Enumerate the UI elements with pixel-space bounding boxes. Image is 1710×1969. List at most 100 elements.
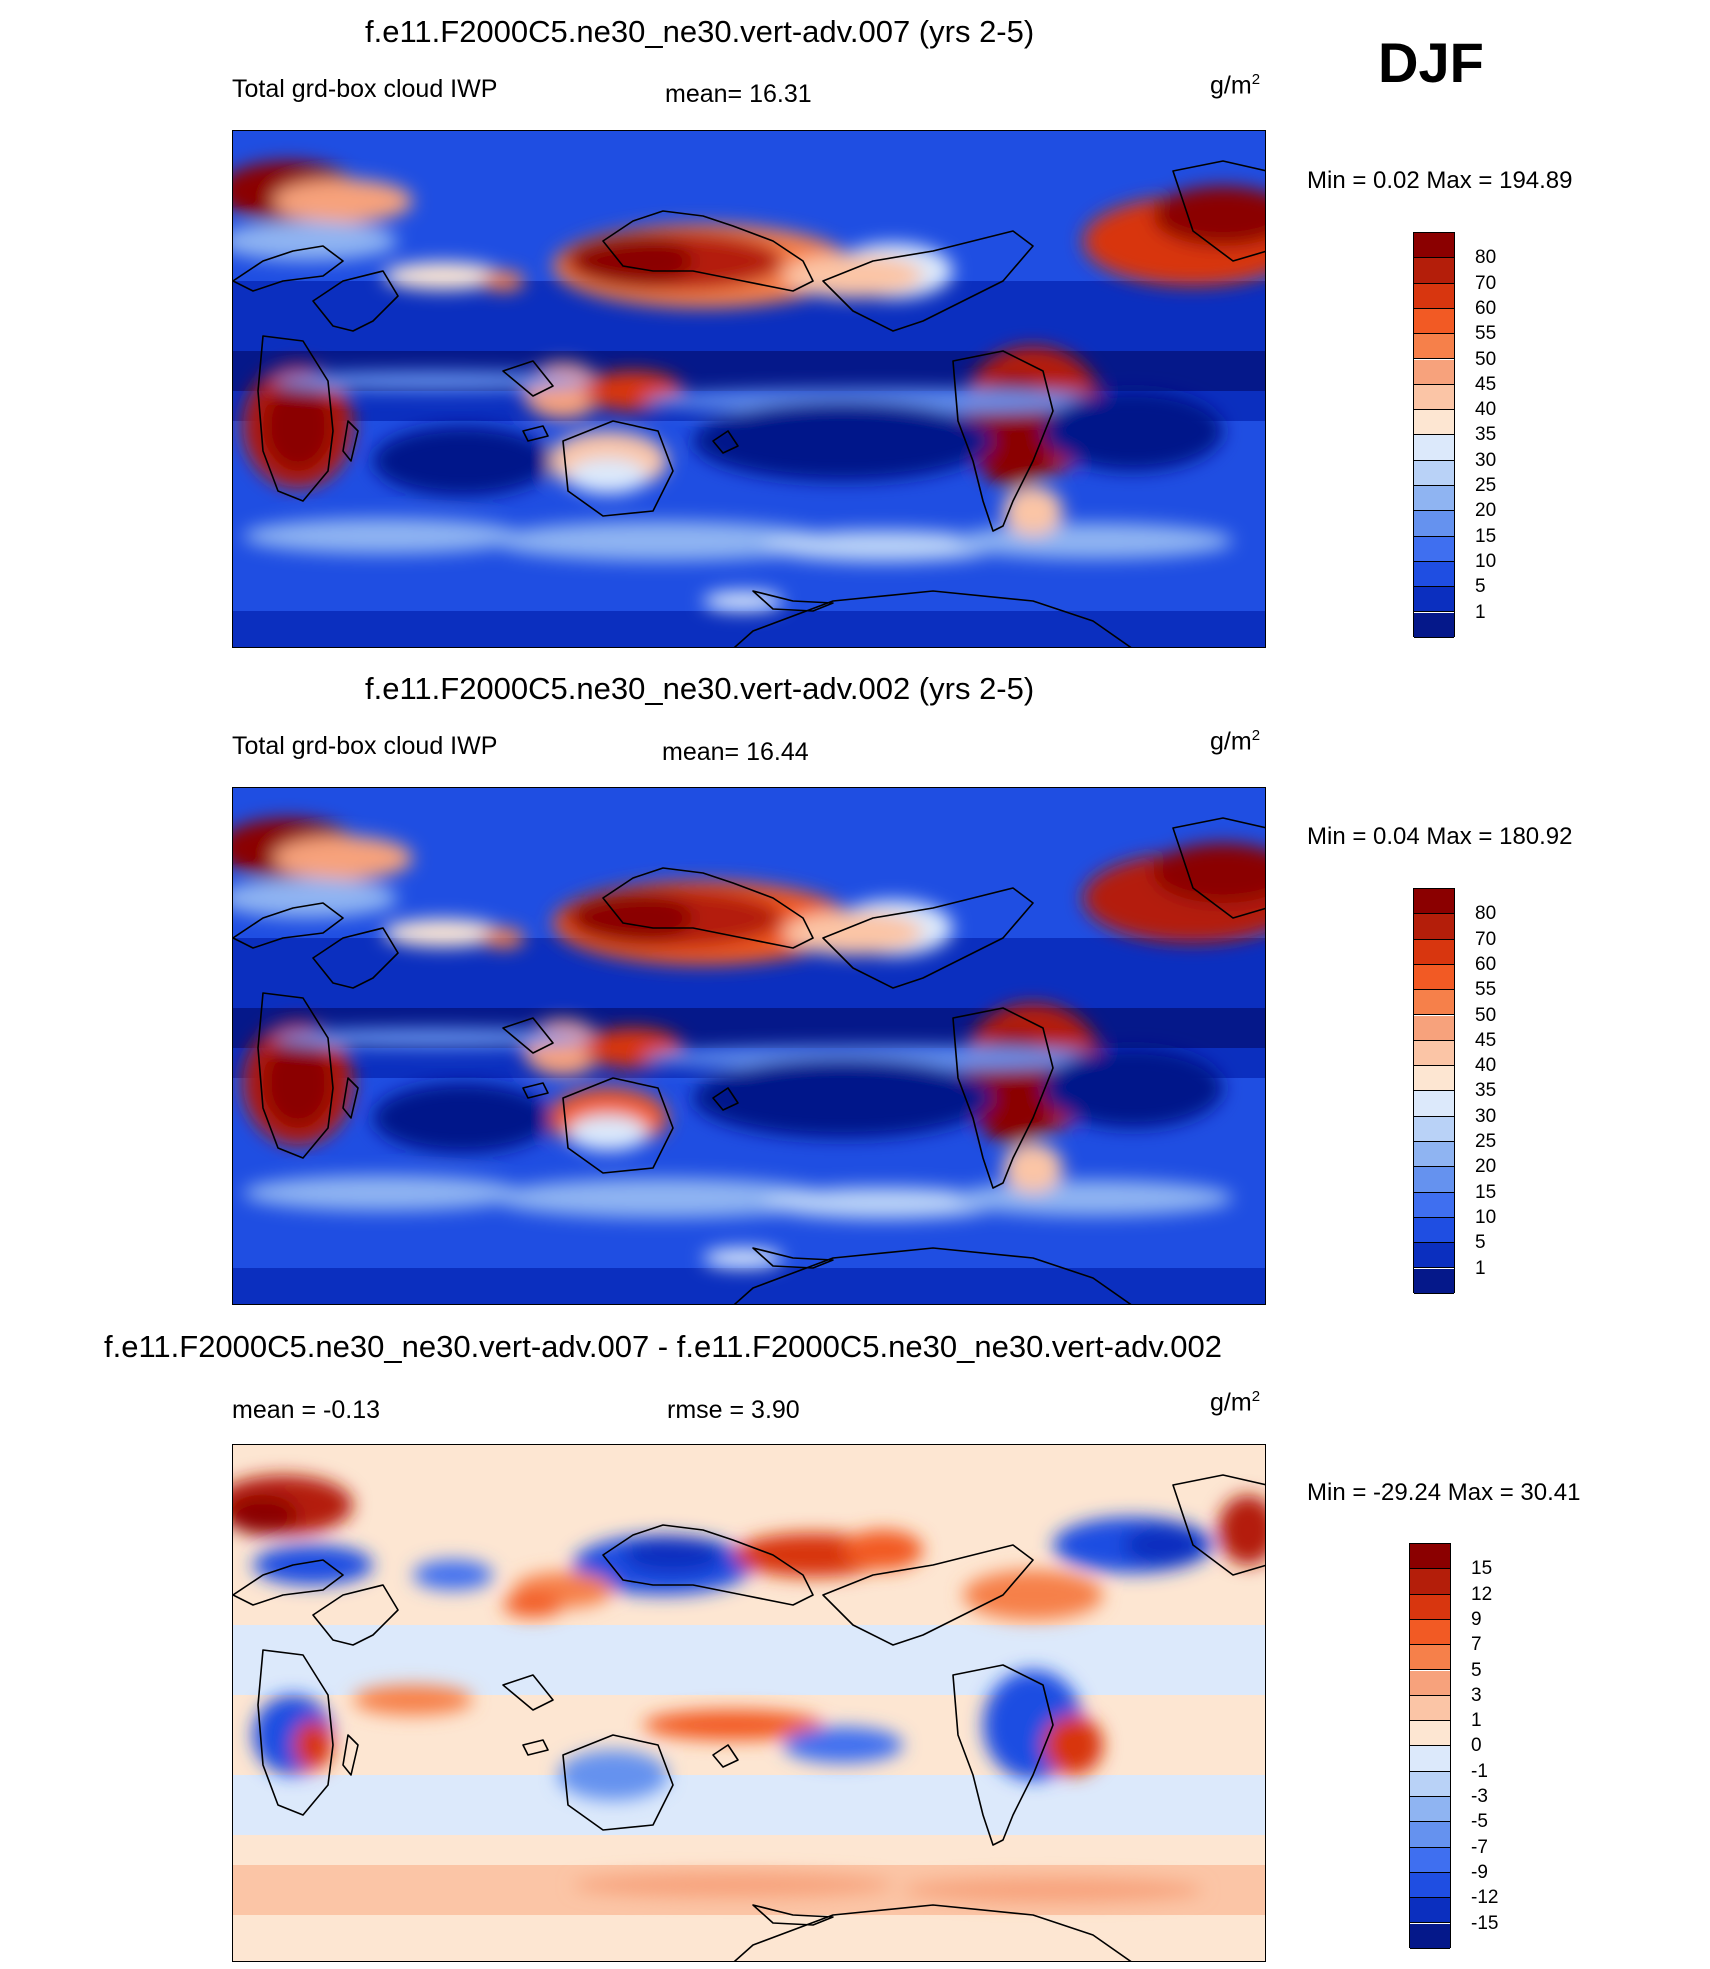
panel3-map: [232, 1444, 1266, 1962]
field-blob: [353, 1685, 473, 1715]
coastline: [522, 425, 549, 442]
field-blob: [573, 892, 693, 944]
coastline: [602, 1524, 814, 1606]
coastline: [822, 887, 1034, 989]
field-blob: [373, 1083, 553, 1153]
colorbar-tick-label: -5: [1471, 1811, 1488, 1833]
field-band-polar: [233, 1268, 1265, 1304]
coastline: [733, 590, 1132, 647]
field-layer: [233, 161, 1265, 611]
field-blob: [1123, 1525, 1203, 1565]
panel3-units: g/m2: [1210, 1389, 1260, 1415]
field-blob: [481, 928, 525, 948]
colorbar-swatch: [1414, 1116, 1454, 1142]
colorbar-swatch: [1414, 1015, 1454, 1041]
field-blob: [903, 1878, 1203, 1902]
colorbar-tick-label: 12: [1471, 1583, 1493, 1605]
coastline: [522, 1739, 549, 1756]
colorbar-tick-label: 1: [1471, 1710, 1482, 1732]
colorbar-swatch: [1414, 889, 1454, 915]
colorbar-swatch: [1414, 308, 1454, 335]
colorbar-tick-label: 80: [1475, 903, 1497, 925]
coastline: [733, 1904, 1132, 1961]
field-blob: [703, 591, 783, 611]
coastline: [602, 210, 814, 292]
colorbar-tick-label: 5: [1471, 1659, 1482, 1681]
colorbar-tick-label: 25: [1475, 475, 1497, 496]
colorbar-swatch: [1414, 359, 1454, 385]
colorbar-swatch: [1410, 1594, 1450, 1620]
colorbar-swatch: [1414, 1167, 1454, 1193]
season-label: DJF: [1378, 31, 1484, 94]
colorbar-tick-label: -7: [1471, 1836, 1488, 1858]
coastline: [822, 1544, 1034, 1646]
coastline: [952, 1664, 1054, 1846]
coastline: [752, 590, 834, 612]
coastline: [733, 1247, 1132, 1304]
colorbar-swatch: [1410, 1645, 1450, 1671]
coastline: [752, 1247, 834, 1269]
panel1-map: [232, 130, 1266, 648]
coastline: [312, 927, 399, 989]
panel2-units: g/m2: [1210, 728, 1260, 754]
panel2-minmax: Min = 0.04 Max = 180.92: [1307, 823, 1573, 850]
colorbar-swatch: [1414, 939, 1454, 965]
field-blob: [243, 518, 523, 554]
coastline: [257, 1649, 334, 1816]
colorbar-tick-label: 30: [1475, 449, 1497, 471]
field-blob: [573, 1873, 893, 1897]
field-blob: [481, 271, 525, 291]
colorbar-tick-label: -12: [1471, 1887, 1499, 1909]
colorbar-tick-label: 15: [1471, 1558, 1493, 1580]
colorbar-tick-label: 20: [1475, 500, 1497, 522]
colorbar-tick-label: 15: [1475, 525, 1497, 547]
colorbar-swatch: [1414, 1243, 1454, 1269]
field-blob: [1043, 1715, 1103, 1775]
colorbar-swatch: [1410, 1797, 1450, 1823]
units-base: g/m: [1210, 1388, 1252, 1417]
colorbar-tick-label: -9: [1471, 1861, 1488, 1883]
colorbar-tick-label: 60: [1475, 297, 1497, 319]
panel2-map: [232, 787, 1266, 1305]
coastline: [312, 1584, 399, 1646]
colorbar-swatch: [1414, 486, 1454, 512]
colorbar-swatch: [1410, 1872, 1450, 1899]
colorbar-swatch: [1414, 561, 1454, 588]
colorbar-swatch: [1414, 233, 1454, 259]
field-layer: [233, 1475, 1265, 1902]
colorbar-swatch: [1410, 1721, 1450, 1747]
field-blob: [1218, 1495, 1265, 1565]
field-band-polar: [233, 611, 1265, 647]
colorbar-tick-label: 60: [1475, 953, 1497, 975]
coastline: [1172, 1474, 1265, 1576]
colorbar-swatch: [1410, 1544, 1450, 1570]
panel2-variable: Total grd-box cloud IWP: [232, 732, 498, 760]
coastline: [712, 1087, 739, 1111]
field-blob: [763, 1187, 1003, 1219]
coastline: [502, 1017, 554, 1054]
colorbar-tick-label: 40: [1475, 1055, 1497, 1077]
colorbar-tick-label: 20: [1475, 1156, 1497, 1178]
units-exp: 2: [1251, 71, 1261, 88]
coastline: [752, 1904, 834, 1926]
colorbar-swatch: [1414, 258, 1454, 284]
colorbar-swatch: [1410, 1670, 1450, 1696]
coastline: [952, 1007, 1054, 1189]
colorbar-tick-label: 40: [1475, 399, 1497, 421]
colorbar-tick-label: 35: [1475, 424, 1497, 446]
colorbar-tick-label: 9: [1471, 1608, 1482, 1630]
field-blob: [233, 878, 398, 918]
field-blob: [273, 1028, 593, 1048]
panel3-title: f.e11.F2000C5.ne30_ne30.vert-adv.007 - f…: [104, 1329, 1222, 1364]
field-blob: [263, 381, 333, 471]
coastline: [562, 1734, 674, 1831]
coastline: [712, 430, 739, 454]
field-blob: [963, 1570, 1103, 1620]
panel1-variable: Total grd-box cloud IWP: [232, 75, 498, 103]
coastline: [342, 1734, 359, 1776]
colorbar-tick-label: 7: [1471, 1634, 1482, 1656]
field-blob: [953, 523, 1233, 559]
colorbar-swatch: [1414, 1217, 1454, 1244]
colorbar-swatch: [1414, 1142, 1454, 1168]
coastline: [522, 1082, 549, 1099]
